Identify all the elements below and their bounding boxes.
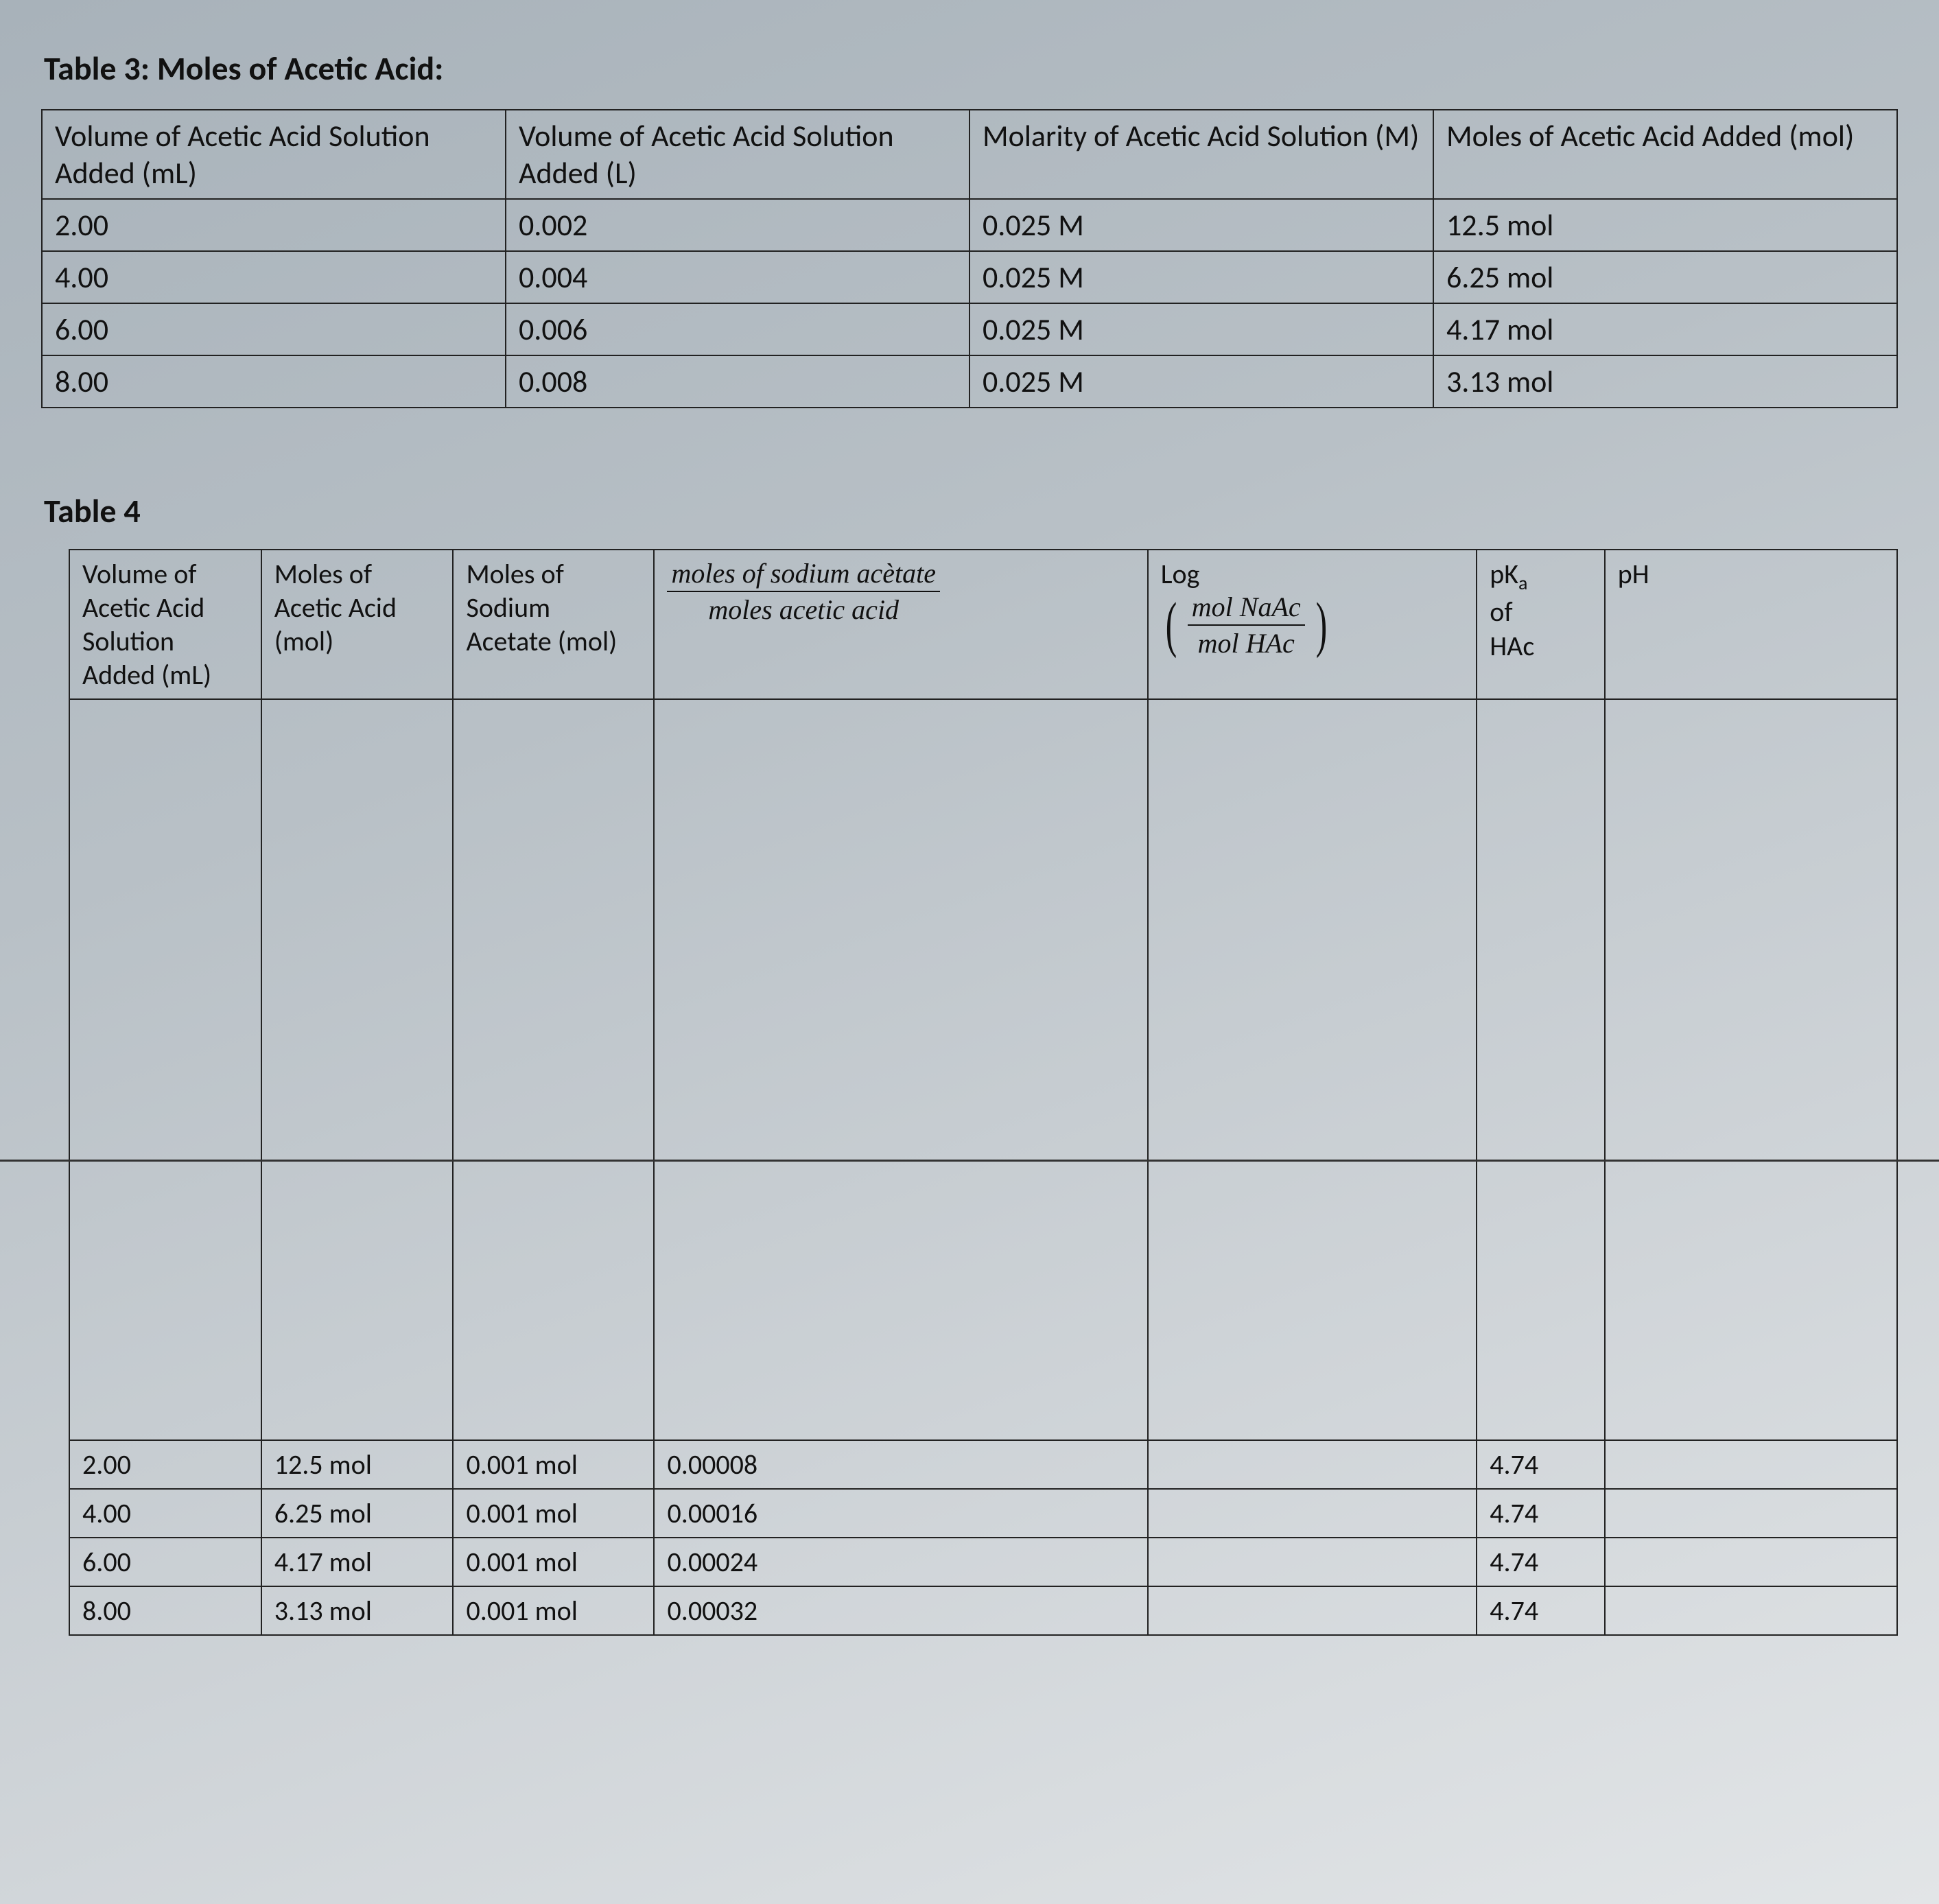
cell: 8.00	[69, 1586, 261, 1635]
table-row: 6.00 4.17 mol 0.001 mol 0.00024 4.74	[69, 1538, 1897, 1586]
cell: 0.025 M	[970, 251, 1433, 303]
ratio-numerator: moles of sodium acètate	[667, 557, 940, 592]
cell: 0.001 mol	[453, 1489, 654, 1538]
open-paren-icon: (	[1165, 607, 1176, 644]
cell	[1148, 1440, 1477, 1489]
table4-gap-row	[69, 699, 1897, 1440]
table3-col-header: Molarity of Acetic Acid Solution (M)	[970, 110, 1433, 199]
table-row: 4.00 6.25 mol 0.001 mol 0.00016 4.74	[69, 1489, 1897, 1538]
table4-header-row: Volume of Acetic Acid Solution Added (mL…	[69, 550, 1897, 699]
log-label: Log	[1161, 557, 1200, 591]
log-num: mol NaAc	[1188, 591, 1305, 626]
cell: 8.00	[42, 355, 506, 408]
table3-col-header: Volume of Acetic Acid Solution Added (mL…	[42, 110, 506, 199]
table-row: 8.00 0.008 0.025 M 3.13 mol	[42, 355, 1897, 408]
table4-col-header: Moles of Sodium Acetate (mol)	[453, 550, 654, 699]
table3-header-row: Volume of Acetic Acid Solution Added (mL…	[42, 110, 1897, 199]
table4-col-header-ratio: moles of sodium acètate moles acetic aci…	[654, 550, 1147, 699]
pka-hac: HAc	[1490, 629, 1534, 663]
close-paren-icon: )	[1315, 607, 1326, 644]
table4-col-header: Volume of Acetic Acid Solution Added (mL…	[69, 550, 261, 699]
table3-col-header: Volume of Acetic Acid Solution Added (L)	[506, 110, 970, 199]
table4-col-header-pka: pKa of HAc	[1477, 550, 1604, 699]
table3: Volume of Acetic Acid Solution Added (mL…	[41, 109, 1898, 408]
cell	[1605, 1538, 1897, 1586]
table4: Volume of Acetic Acid Solution Added (mL…	[69, 549, 1898, 1636]
cell: 0.025 M	[970, 355, 1433, 408]
cell: 0.00008	[654, 1440, 1147, 1489]
cell: 2.00	[69, 1440, 261, 1489]
cell	[1148, 1489, 1477, 1538]
cell: 0.001 mol	[453, 1586, 654, 1635]
table-row: 2.00 0.002 0.025 M 12.5 mol	[42, 199, 1897, 251]
table4-col-header-ph: pH	[1605, 550, 1897, 699]
table3-col-header: Moles of Acetic Acid Added (mol)	[1433, 110, 1897, 199]
cell: 4.00	[69, 1489, 261, 1538]
cell: 12.5 mol	[1433, 199, 1897, 251]
table4-col-header-log: Log ( mol NaAc mol HAc )	[1148, 550, 1477, 699]
cell: 0.001 mol	[453, 1440, 654, 1489]
cell: 0.004	[506, 251, 970, 303]
cell: 0.006	[506, 303, 970, 355]
table4-title: Table 4	[44, 491, 1898, 531]
pka-subscript: a	[1518, 571, 1527, 595]
cell	[1605, 1586, 1897, 1635]
cell: 6.25 mol	[1433, 251, 1897, 303]
cell: 0.00032	[654, 1586, 1147, 1635]
cell: 12.5 mol	[261, 1440, 454, 1489]
cell	[1148, 1538, 1477, 1586]
table-row: 2.00 12.5 mol 0.001 mol 0.00008 4.74	[69, 1440, 1897, 1489]
log-den: mol HAc	[1188, 626, 1305, 659]
cell: 2.00	[42, 199, 506, 251]
cell	[1148, 1586, 1477, 1635]
cell: 4.74	[1477, 1538, 1604, 1586]
cell: 4.00	[42, 251, 506, 303]
cell: 4.74	[1477, 1440, 1604, 1489]
pka-of: of	[1490, 595, 1512, 628]
cell: 4.74	[1477, 1586, 1604, 1635]
cell: 4.74	[1477, 1489, 1604, 1538]
cell: 6.25 mol	[261, 1489, 454, 1538]
table-row: 8.00 3.13 mol 0.001 mol 0.00032 4.74	[69, 1586, 1897, 1635]
cell	[1605, 1489, 1897, 1538]
cell: 0.008	[506, 355, 970, 408]
table-row: 6.00 0.006 0.025 M 4.17 mol	[42, 303, 1897, 355]
ratio-denominator: moles acetic acid	[667, 592, 940, 626]
cell: 0.001 mol	[453, 1538, 654, 1586]
cell: 0.025 M	[970, 303, 1433, 355]
cell: 6.00	[69, 1538, 261, 1586]
cell: 0.00016	[654, 1489, 1147, 1538]
cell: 0.025 M	[970, 199, 1433, 251]
cell	[1605, 1440, 1897, 1489]
cell: 0.002	[506, 199, 970, 251]
cell: 6.00	[42, 303, 506, 355]
cell: 4.17 mol	[261, 1538, 454, 1586]
table-row: 4.00 0.004 0.025 M 6.25 mol	[42, 251, 1897, 303]
cell: 0.00024	[654, 1538, 1147, 1586]
pka-label: pK	[1490, 557, 1518, 591]
page-fold-line	[0, 1160, 1939, 1162]
cell: 3.13 mol	[261, 1586, 454, 1635]
cell: 4.17 mol	[1433, 303, 1897, 355]
table3-title: Table 3: Moles of Acetic Acid:	[44, 48, 1898, 89]
table4-col-header: Moles of Acetic Acid (mol)	[261, 550, 454, 699]
cell: 3.13 mol	[1433, 355, 1897, 408]
